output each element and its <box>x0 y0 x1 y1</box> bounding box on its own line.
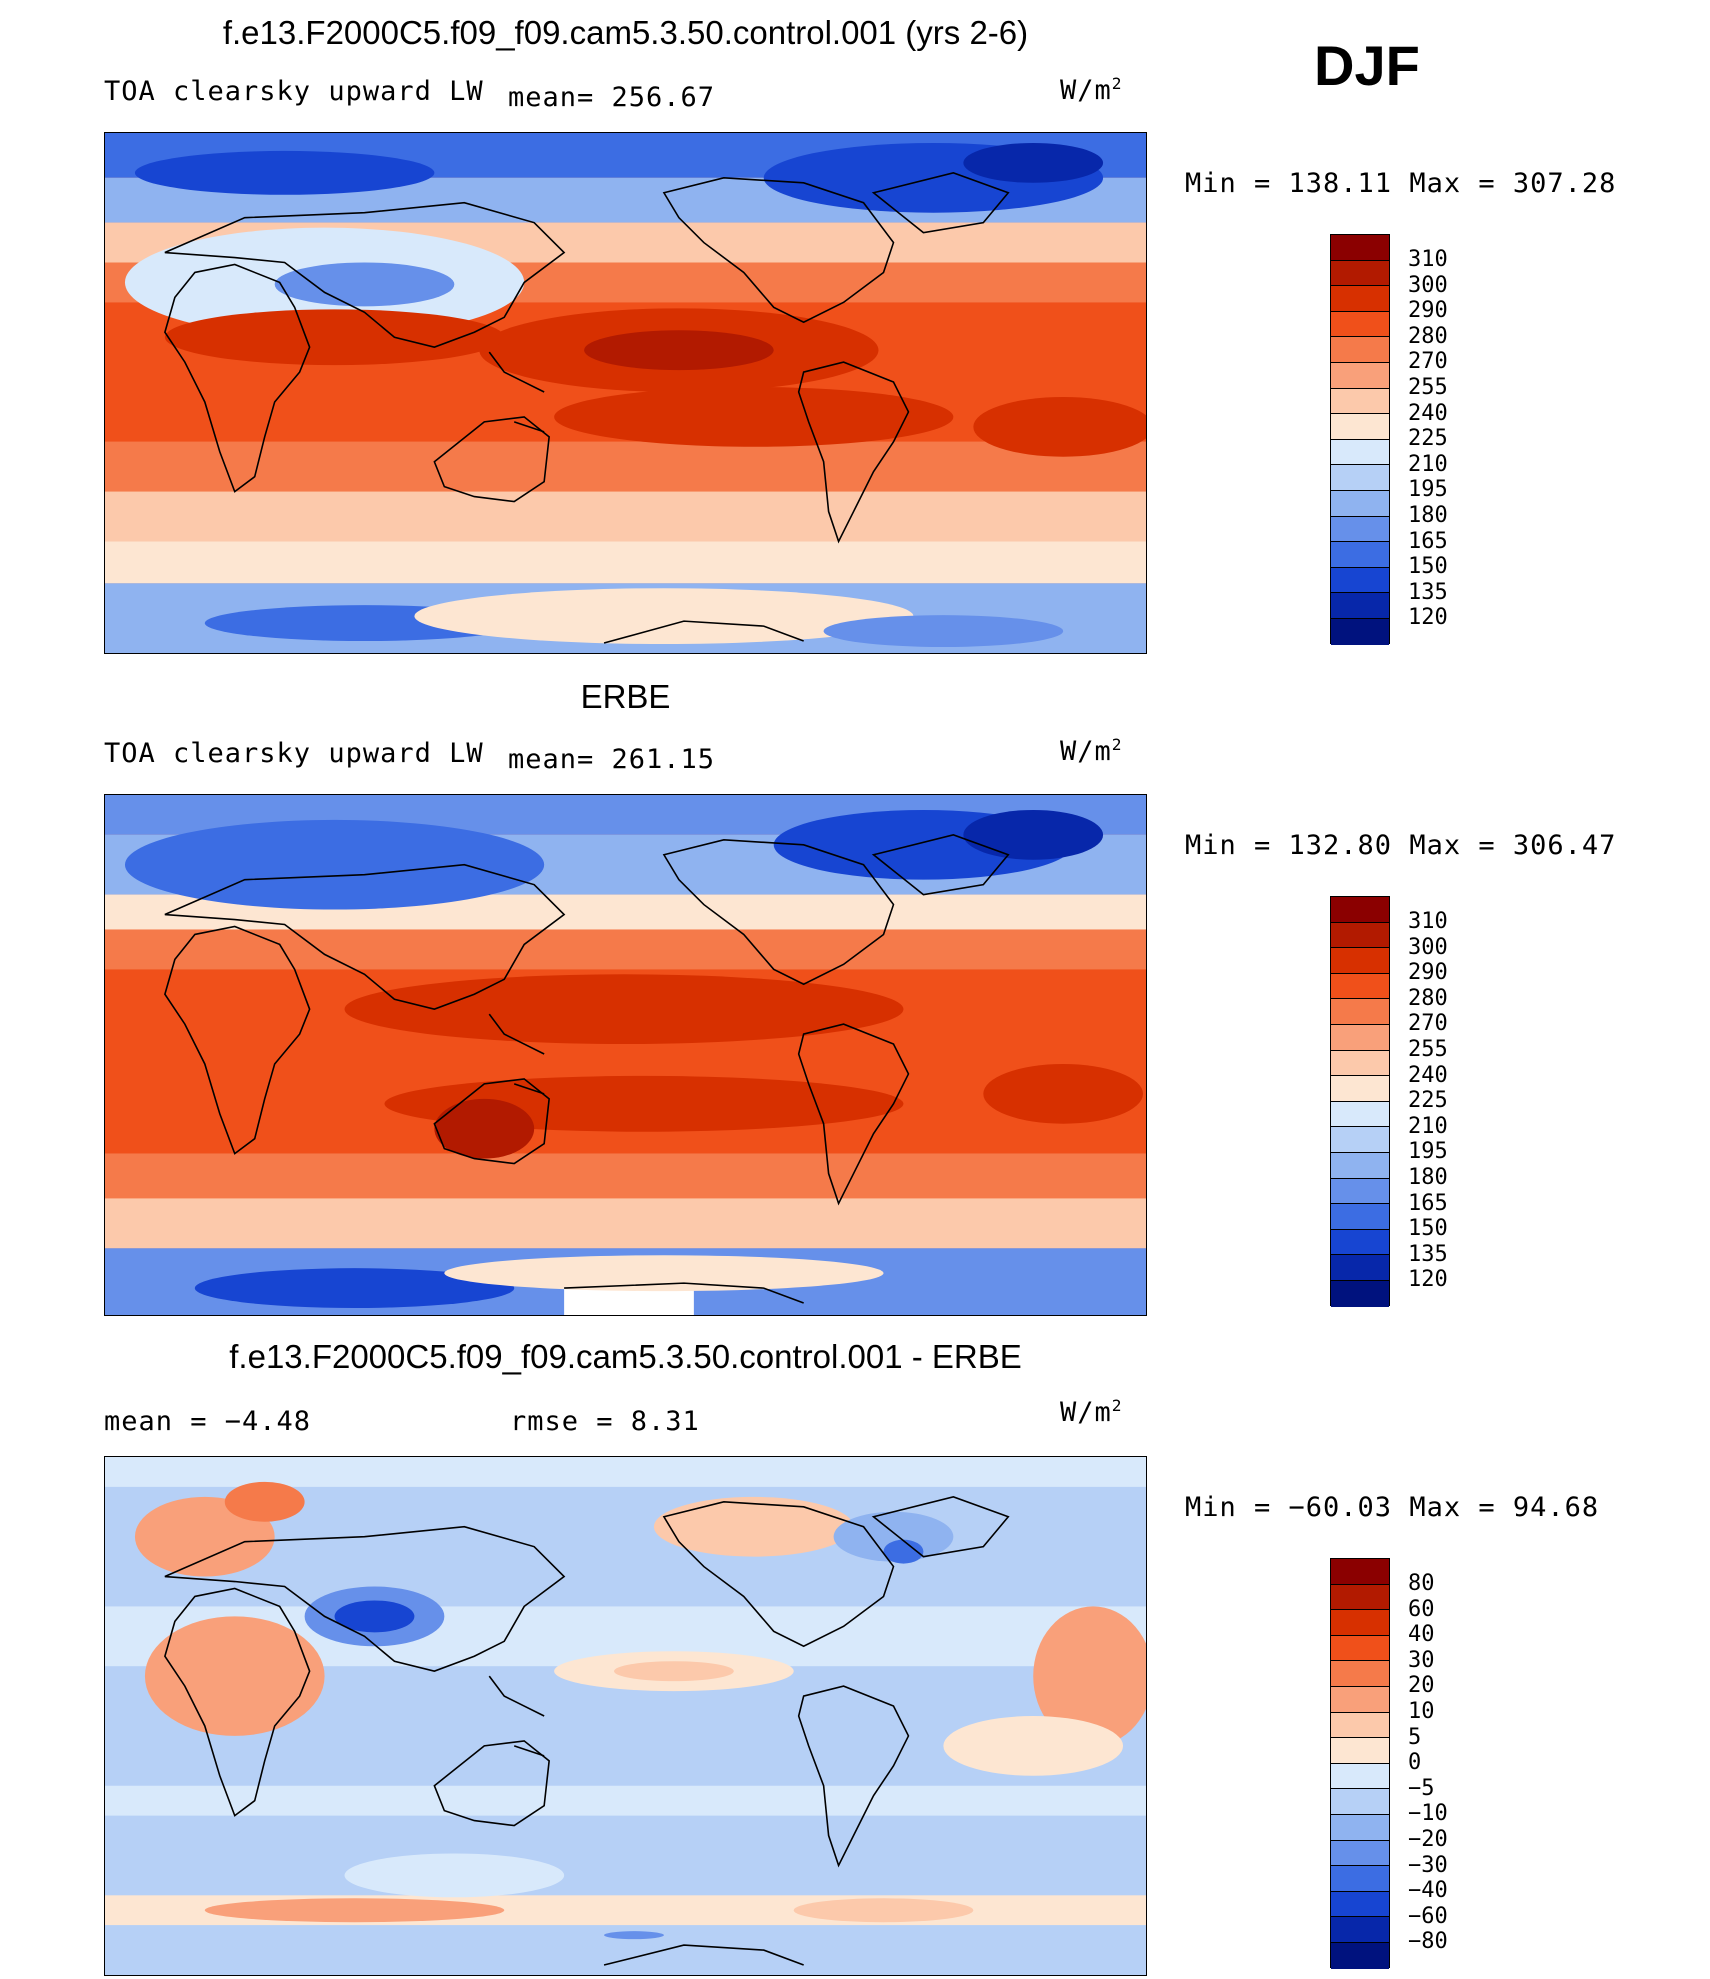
panel-model-cbar-label: 270 <box>1408 349 1448 374</box>
panel-model-map <box>104 132 1147 654</box>
panel-obs-cbar-label: 240 <box>1408 1063 1448 1088</box>
panel-obs-cbar-label: 210 <box>1408 1114 1448 1139</box>
panel-obs-cbar-label: 255 <box>1408 1037 1448 1062</box>
panel-obs-title: ERBE <box>580 678 671 715</box>
panel-obs-cbar-label: 180 <box>1408 1165 1448 1190</box>
panel-model-mean-label: mean= 256.67 <box>508 82 716 113</box>
panel-model-cbar-label: 180 <box>1408 503 1448 528</box>
panel-obs-cbar-label: 300 <box>1408 935 1448 960</box>
panel-model-cbar-label: 290 <box>1408 298 1448 323</box>
panel-diff-cbar-label: 80 <box>1408 1571 1435 1596</box>
panel-obs-cbar-label: 310 <box>1408 909 1448 934</box>
panel-obs-cbar-label: 270 <box>1408 1011 1448 1036</box>
panel-model-minmax: Min = 138.11 Max = 307.28 <box>1185 168 1617 199</box>
panel-obs-map <box>104 794 1147 1316</box>
units-exponent: 2 <box>1111 735 1123 754</box>
panel-diff-units: W/m2 <box>1060 1396 1123 1428</box>
panel-model-cbar-label: 240 <box>1408 401 1448 426</box>
panel-diff-cbar-label: 40 <box>1408 1622 1435 1647</box>
panel-model-cbar-label: 225 <box>1408 426 1448 451</box>
panel-diff-cbar-label: 60 <box>1408 1597 1435 1622</box>
coastline-overlay <box>164 1496 1010 1966</box>
panel-diff-cbar-label: −5 <box>1408 1776 1435 1801</box>
panel-model-cbar-label: 165 <box>1408 529 1448 554</box>
panel-model-variable-label: TOA clearsky upward LW <box>104 76 484 107</box>
season-label: DJF <box>1314 34 1420 97</box>
panel-model-cbar-label: 150 <box>1408 554 1448 579</box>
panel-model-cbar-label: 300 <box>1408 273 1448 298</box>
panel-model-title: f.e13.F2000C5.f09_f09.cam5.3.50.control.… <box>222 14 1029 51</box>
obs-field-map <box>105 795 1146 1315</box>
difference-field-map <box>105 1457 1146 1975</box>
panel-diff-minmax: Min = −60.03 Max = 94.68 <box>1185 1492 1600 1523</box>
coastline-overlay <box>164 172 1010 644</box>
panel-diff-cbar-label: 5 <box>1408 1725 1422 1750</box>
panel-obs-cbar-label: 165 <box>1408 1191 1448 1216</box>
panel-model-cbar-label: 195 <box>1408 477 1448 502</box>
panel-obs-cbar-label: 290 <box>1408 960 1448 985</box>
units-base: W/m <box>1060 736 1112 767</box>
coastline-overlay <box>164 834 1010 1304</box>
units-base: W/m <box>1060 1397 1112 1428</box>
panel-obs-cbar-label: 225 <box>1408 1088 1448 1113</box>
panel-diff-cbar-label: 0 <box>1408 1750 1422 1775</box>
panel-obs-variable-label: TOA clearsky upward LW <box>104 738 484 769</box>
panel-model-cbar-label: 280 <box>1408 324 1448 349</box>
panel-obs-minmax: Min = 132.80 Max = 306.47 <box>1185 830 1617 861</box>
panel-diff-cbar-label: −20 <box>1408 1827 1448 1852</box>
units-base: W/m <box>1060 75 1112 106</box>
panel-model-units: W/m2 <box>1060 74 1123 106</box>
panel-obs-units: W/m2 <box>1060 735 1123 767</box>
panel-diff-cbar-label: −80 <box>1408 1929 1448 1954</box>
panel-diff-cbar-label: 20 <box>1408 1673 1435 1698</box>
model-field-map <box>105 133 1146 653</box>
panel-model-cbar-label: 255 <box>1408 375 1448 400</box>
panel-obs-colorbar <box>1330 896 1390 1307</box>
panel-model-cbar-label: 135 <box>1408 580 1448 605</box>
panel-diff-map <box>104 1456 1147 1976</box>
panel-diff-cbar-label: −10 <box>1408 1801 1448 1826</box>
panel-diff-cbar-label: 10 <box>1408 1699 1435 1724</box>
panel-obs-cbar-label: 120 <box>1408 1267 1448 1292</box>
panel-diff-rmse-label: rmse = 8.31 <box>510 1406 700 1437</box>
units-exponent: 2 <box>1111 74 1123 93</box>
panel-model-cbar-label: 120 <box>1408 605 1448 630</box>
panel-obs-mean-label: mean= 261.15 <box>508 744 716 775</box>
panel-diff-colorbar <box>1330 1558 1390 1969</box>
panel-obs-cbar-label: 195 <box>1408 1139 1448 1164</box>
panel-diff-cbar-label: 30 <box>1408 1648 1435 1673</box>
panel-obs-cbar-label: 150 <box>1408 1216 1448 1241</box>
panel-obs-cbar-label: 135 <box>1408 1242 1448 1267</box>
panel-model-colorbar <box>1330 234 1390 645</box>
panel-model-cbar-label: 310 <box>1408 247 1448 272</box>
panel-diff-mean-label: mean = −4.48 <box>104 1406 312 1437</box>
panel-diff-title: f.e13.F2000C5.f09_f09.cam5.3.50.control.… <box>229 1338 1022 1375</box>
units-exponent: 2 <box>1111 1396 1123 1415</box>
panel-obs-cbar-label: 280 <box>1408 986 1448 1011</box>
panel-model-cbar-label: 210 <box>1408 452 1448 477</box>
panel-diff-cbar-label: −40 <box>1408 1878 1448 1903</box>
panel-diff-cbar-label: −30 <box>1408 1853 1448 1878</box>
panel-diff-cbar-label: −60 <box>1408 1904 1448 1929</box>
